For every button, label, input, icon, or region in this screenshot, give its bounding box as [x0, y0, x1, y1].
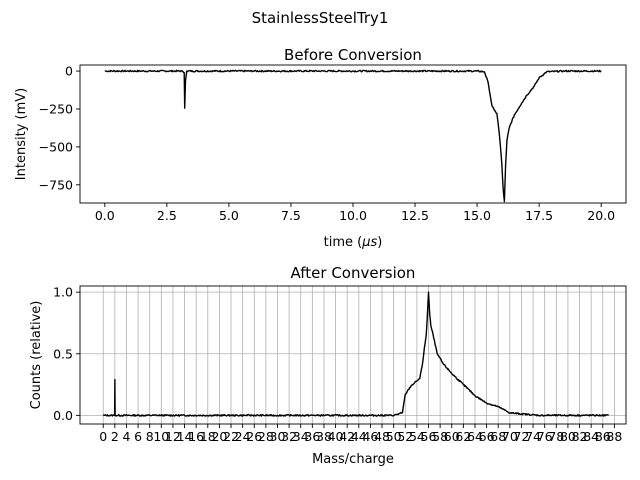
after-conversion-x-tick-label: 48 — [374, 429, 390, 444]
figure-suptitle: StainlessSteelTry1 — [252, 9, 389, 27]
after-conversion-series-line — [102, 291, 610, 417]
after-conversion-x-tick-label: 72 — [513, 429, 529, 444]
before-conversion-x-tick-label: 15.0 — [463, 208, 491, 223]
after-conversion-x-tick-label: 0 — [99, 429, 107, 444]
before-conversion-y-tick-label: 0 — [65, 64, 73, 79]
after-conversion-x-tick-label: 32 — [281, 429, 297, 444]
after-conversion-x-tick-label: 88 — [606, 429, 622, 444]
before-conversion-y-tick-label: −250 — [39, 101, 73, 116]
before-conversion-x-tick-label: 17.5 — [525, 208, 553, 223]
after-conversion-x-tick-label: 62 — [455, 429, 471, 444]
after-conversion-x-tick-label: 54 — [409, 429, 425, 444]
after-conversion-x-tick-label: 60 — [444, 429, 460, 444]
after-conversion-x-tick-label: 42 — [339, 429, 355, 444]
after-conversion-x-tick-label: 68 — [490, 429, 506, 444]
before-conversion-x-tick-label: 2.5 — [157, 208, 177, 223]
before-conversion-x-label: time (μs) — [324, 235, 383, 250]
after-conversion-x-tick-label: 86 — [595, 429, 611, 444]
before-conversion-series-line — [104, 69, 602, 203]
after-conversion-x-tick-label: 8 — [146, 429, 154, 444]
after-conversion-x-tick-label: 82 — [572, 429, 588, 444]
before-conversion-y-ticks: 0 −250 −500 −750 — [39, 64, 80, 192]
after-conversion-x-tick-label: 44 — [351, 429, 367, 444]
after-conversion-x-tick-label: 52 — [397, 429, 413, 444]
before-conversion-x-tick-label: 10.0 — [339, 208, 367, 223]
after-conversion-x-tick-label: 24 — [235, 429, 251, 444]
after-conversion-grid — [80, 286, 626, 424]
after-conversion-x-tick-label: 14 — [177, 429, 193, 444]
after-conversion-x-tick-label: 2 — [111, 429, 119, 444]
after-conversion-x-tick-label: 36 — [304, 429, 320, 444]
after-conversion-x-tick-label: 76 — [537, 429, 553, 444]
after-conversion-x-tick-label: 16 — [188, 429, 204, 444]
after-conversion-x-tick-label: 70 — [502, 429, 518, 444]
after-conversion-y-tick-label: 0.5 — [53, 346, 73, 361]
after-conversion-x-tick-label: 30 — [270, 429, 286, 444]
after-conversion-x-tick-label: 12 — [165, 429, 181, 444]
after-conversion-panel: After Conversion 0 2 4 6 8 101214161820222426… — [29, 264, 627, 467]
after-conversion-y-ticks: 0.0 0.5 1.0 — [53, 285, 80, 423]
after-conversion-title: After Conversion — [291, 264, 416, 282]
after-conversion-x-tick-label: 58 — [432, 429, 448, 444]
after-conversion-x-tick-label: 28 — [258, 429, 274, 444]
after-conversion-x-tick-label: 10 — [153, 429, 169, 444]
after-conversion-x-tick-label: 50 — [386, 429, 402, 444]
after-conversion-x-tick-label: 4 — [122, 429, 130, 444]
after-conversion-x-tick-label: 18 — [200, 429, 216, 444]
after-conversion-x-tick-label: 56 — [421, 429, 437, 444]
after-conversion-x-tick-label: 74 — [525, 429, 541, 444]
after-conversion-x-tick-label: 40 — [328, 429, 344, 444]
after-conversion-x-tick-label: 6 — [134, 429, 142, 444]
before-conversion-title: Before Conversion — [284, 46, 422, 64]
before-conversion-x-tick-label: 20.0 — [587, 208, 615, 223]
after-conversion-x-tick-label: 64 — [467, 429, 483, 444]
after-conversion-x-tick-label: 26 — [246, 429, 262, 444]
after-conversion-x-tick-label: 22 — [223, 429, 239, 444]
after-conversion-x-tick-label: 38 — [316, 429, 332, 444]
before-conversion-x-tick-label: 12.5 — [401, 208, 429, 223]
before-conversion-panel: Before Conversion 0.0 2.5 5.0 7.5 10.0 12.5 15… — [14, 46, 627, 250]
before-conversion-y-label: Intensity (mV) — [14, 88, 29, 180]
after-conversion-x-tick-label: 34 — [293, 429, 309, 444]
before-conversion-x-tick-label: 0.0 — [95, 208, 115, 223]
before-conversion-x-ticks: 0.0 2.5 5.0 7.5 10.0 12.5 15.0 17.5 20.0 — [95, 203, 615, 223]
after-conversion-x-tick-label: 84 — [583, 429, 599, 444]
after-conversion-x-tick-label: 20 — [211, 429, 227, 444]
after-conversion-y-label: Counts (relative) — [29, 301, 44, 410]
after-conversion-x-tick-label: 80 — [560, 429, 576, 444]
after-conversion-x-tick-label: 46 — [362, 429, 378, 444]
after-conversion-x-tick-label: 66 — [479, 429, 495, 444]
before-conversion-x-tick-label: 7.5 — [281, 208, 301, 223]
after-conversion-axes-frame — [79, 285, 627, 425]
before-conversion-y-tick-label: −500 — [39, 139, 73, 154]
before-conversion-y-tick-label: −750 — [39, 177, 73, 192]
before-conversion-x-tick-label: 5.0 — [219, 208, 239, 223]
after-conversion-x-ticks: 0 2 4 6 8 10121416182022242628303234363840424… — [99, 424, 622, 444]
after-conversion-y-tick-label: 1.0 — [53, 285, 73, 300]
after-conversion-x-tick-label: 78 — [548, 429, 564, 444]
after-conversion-y-tick-label: 0.0 — [53, 408, 73, 423]
before-conversion-axes-frame — [79, 64, 627, 204]
after-conversion-x-label: Mass/charge — [312, 452, 394, 467]
